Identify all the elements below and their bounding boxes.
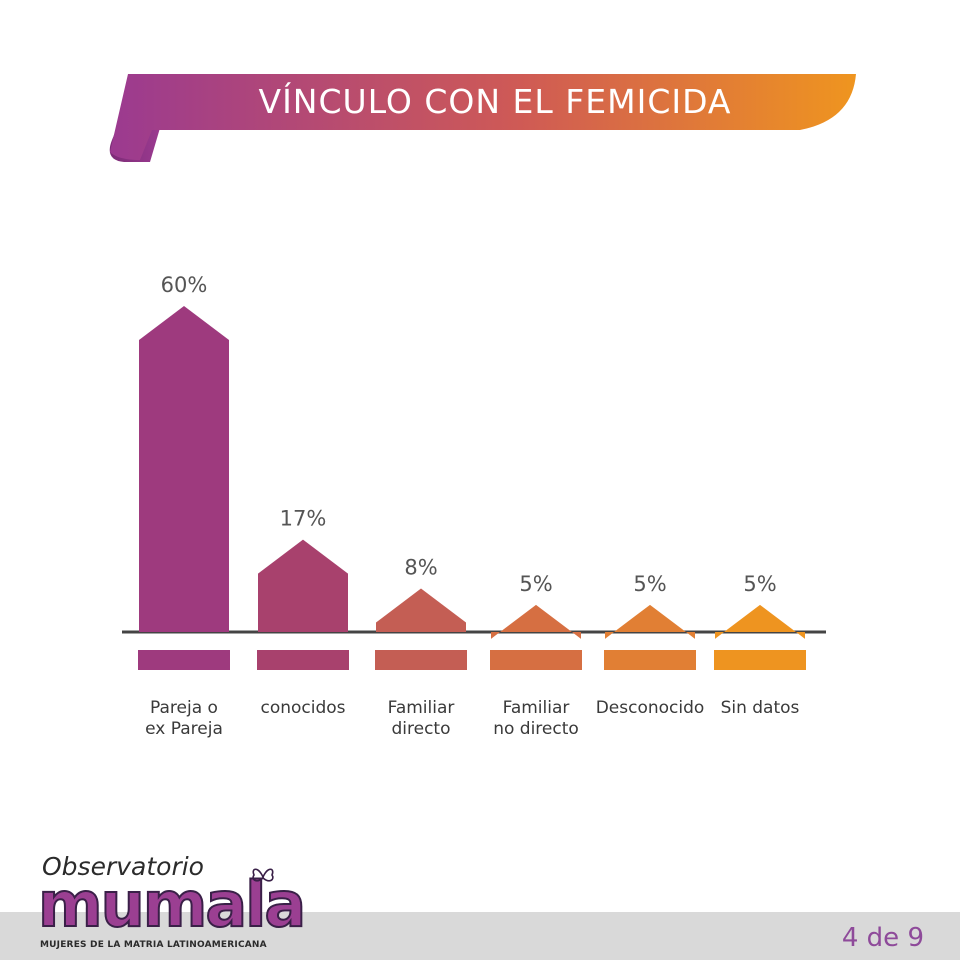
- logo-mumala-text: mumala: [37, 868, 307, 941]
- data-label: 60%: [161, 273, 208, 297]
- category-label: Pareja o ex Pareja: [145, 698, 223, 739]
- data-label: 5%: [743, 572, 776, 596]
- category-color-stripe: [257, 650, 349, 670]
- footer-bar: [0, 912, 960, 960]
- bar: [491, 604, 581, 639]
- category-color-stripe: [604, 650, 696, 670]
- category-label: Familiar directo: [387, 698, 455, 739]
- logo-observatorio-text: Observatorio: [42, 852, 204, 881]
- data-label: 5%: [633, 572, 666, 596]
- data-label: 5%: [519, 572, 552, 596]
- title-banner: [109, 74, 856, 162]
- category-label: Desconocido: [595, 698, 705, 718]
- data-label: 17%: [280, 507, 327, 531]
- bar: [258, 539, 348, 632]
- chart-title: VÍNCULO CON EL FEMICIDA: [258, 82, 732, 121]
- bar: [605, 604, 695, 639]
- category-label: Sin datos: [720, 698, 800, 718]
- page-indicator: 4 de 9: [841, 923, 924, 953]
- category-color-stripe: [138, 650, 230, 670]
- banner-ribbon: [110, 74, 856, 160]
- bar: [139, 306, 229, 632]
- mumala-logo: Observatorio mumala MUJERES DE LA MATRIA…: [36, 848, 307, 958]
- bar-chart: 60% 17% 8% 5% 5% 5%: [122, 273, 826, 670]
- butterfly-icon: [252, 868, 274, 882]
- category-color-stripe: [375, 650, 467, 670]
- category-color-stripe: [490, 650, 582, 670]
- bar: [715, 604, 805, 639]
- category-color-stripe: [714, 650, 806, 670]
- bar: [376, 588, 466, 632]
- category-label: conocidos: [260, 698, 346, 718]
- data-label: 8%: [404, 556, 437, 580]
- logo-subtitle: MUJERES DE LA MATRIA LATINOAMERICANA: [40, 940, 267, 950]
- category-label: Familiar no directo: [493, 698, 579, 739]
